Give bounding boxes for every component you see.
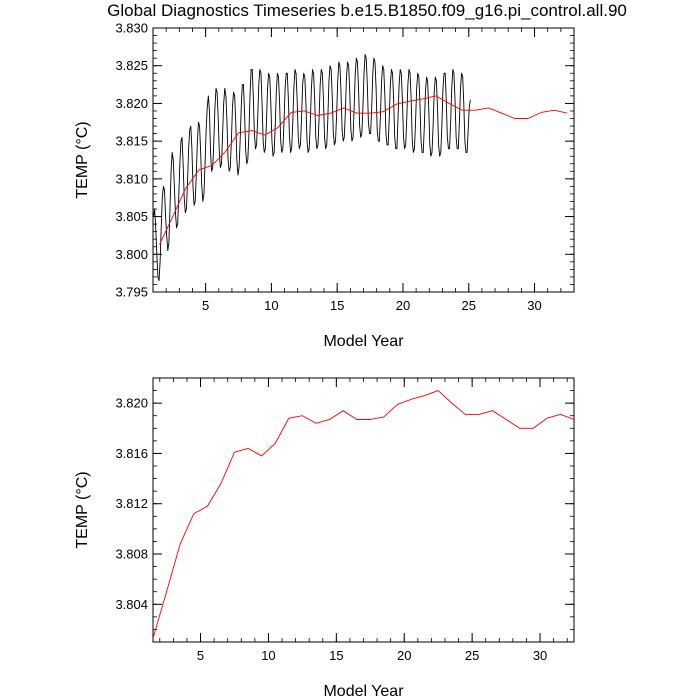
x-tick-label: 15 [330, 298, 344, 313]
y-tick-label: 3.795 [115, 285, 148, 300]
series-line-annual-mean [159, 95, 568, 245]
plot-frame [152, 377, 575, 643]
y-tick-label: 3.830 [115, 21, 148, 36]
series-line-monthly [153, 53, 471, 282]
x-tick-label: 10 [261, 648, 275, 663]
plot-frame [152, 27, 575, 293]
y-tick-label: 3.808 [115, 547, 148, 562]
top-panel: 5 10 15 20 25 30 3.795 3.800 3.805 3.810 3.815 3.82… [74, 21, 575, 350]
x-axis-label: Model Year [323, 683, 404, 700]
chart-title: Global Diagnostics Timeseries b.e15.B185… [107, 1, 627, 20]
series-line-annual-mean [153, 390, 574, 639]
y-tick-label: 3.810 [115, 171, 148, 186]
x-tick-label: 30 [533, 648, 547, 663]
x-tick-label: 30 [527, 298, 541, 313]
y-tick-label: 3.815 [115, 134, 148, 149]
y-tick-label: 3.804 [115, 597, 148, 612]
y-tick-label: 3.816 [115, 446, 148, 461]
x-tick-label: 20 [397, 648, 411, 663]
bottom-panel: 5 10 15 20 25 30 3.804 3.808 3.812 3.816 3.820 Mode… [74, 377, 575, 700]
y-axis-label: TEMP (°C) [74, 471, 91, 548]
x-tick-label: 20 [396, 298, 410, 313]
y-tick-label: 3.805 [115, 209, 148, 224]
y-tick-label: 3.820 [115, 96, 148, 111]
x-tick-label: 25 [465, 648, 479, 663]
y-tick-label: 3.812 [115, 496, 148, 511]
x-tick-label: 10 [264, 298, 278, 313]
x-tick-label: 5 [197, 648, 204, 663]
y-tick-label: 3.800 [115, 247, 148, 262]
y-axis-label: TEMP (°C) [74, 121, 91, 198]
x-tick-label: 5 [202, 298, 209, 313]
x-axis-label: Model Year [323, 333, 404, 350]
y-tick-label: 3.825 [115, 58, 148, 73]
y-tick-label: 3.820 [115, 396, 148, 411]
x-tick-label: 25 [462, 298, 476, 313]
x-tick-label: 15 [329, 648, 343, 663]
